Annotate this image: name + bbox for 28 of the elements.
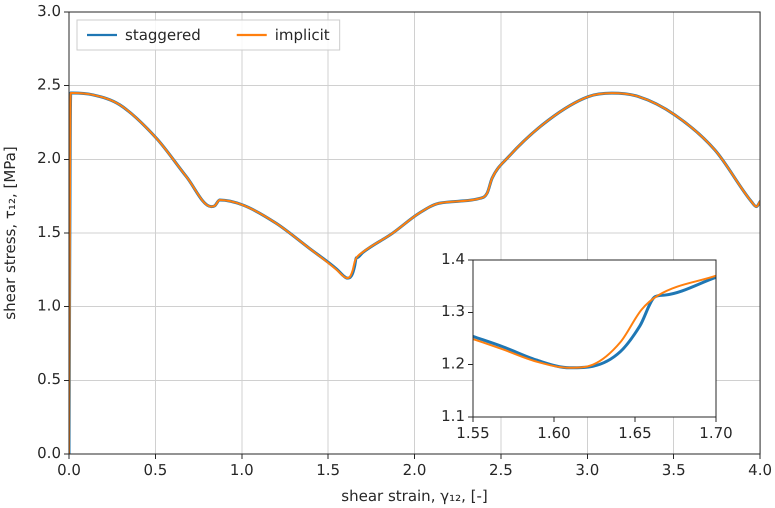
y-tick-label: 1.2 bbox=[441, 354, 465, 373]
legend-label: staggered bbox=[125, 26, 201, 44]
x-tick-label: 2.5 bbox=[488, 460, 513, 479]
y-tick-label: 1.1 bbox=[441, 406, 465, 425]
y-tick-label: 0.5 bbox=[37, 370, 61, 388]
y-tick-label: 1.4 bbox=[441, 250, 465, 268]
y-tick-label: 1.5 bbox=[37, 222, 61, 241]
y-axis-title: shear stress, τ₁₂, [MPa] bbox=[0, 146, 19, 320]
y-tick-label: 3.0 bbox=[37, 2, 61, 20]
y-tick-label: 1.0 bbox=[37, 296, 61, 315]
x-tick-label: 3.0 bbox=[575, 460, 600, 479]
x-tick-label: 1.60 bbox=[537, 424, 571, 442]
x-tick-label: 0.0 bbox=[57, 460, 81, 479]
y-tick-label: 1.3 bbox=[441, 302, 465, 320]
x-tick-label: 4.0 bbox=[748, 460, 772, 479]
y-tick-label: 0.0 bbox=[37, 444, 61, 462]
x-tick-label: 1.70 bbox=[699, 424, 733, 442]
x-tick-label: 2.0 bbox=[402, 460, 426, 479]
x-tick-label: 1.0 bbox=[230, 460, 254, 479]
y-tick-label: 2.5 bbox=[37, 76, 61, 94]
x-tick-label: 1.55 bbox=[456, 424, 490, 442]
x-tick-label: 3.5 bbox=[662, 460, 686, 479]
y-tick-label: 2.0 bbox=[37, 149, 61, 168]
x-tick-label: 1.5 bbox=[316, 460, 340, 479]
x-tick-label: 1.65 bbox=[618, 424, 652, 442]
x-axis-title: shear strain, γ₁₂, [-] bbox=[341, 486, 488, 505]
x-tick-label: 0.5 bbox=[143, 460, 168, 479]
legend-label: implicit bbox=[274, 26, 330, 44]
